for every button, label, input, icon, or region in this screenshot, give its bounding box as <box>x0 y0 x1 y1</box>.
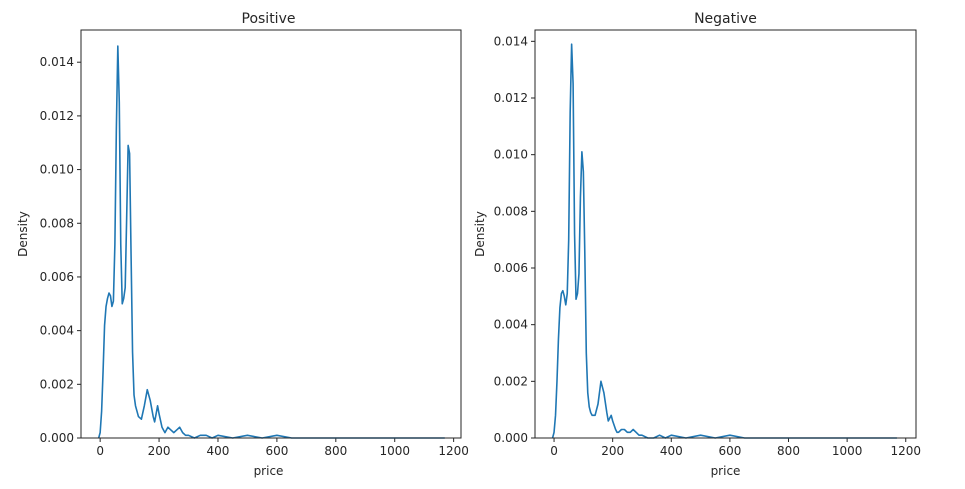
positive-y-tick-label: 0.004 <box>40 324 74 338</box>
positive-x-tick-label: 800 <box>324 444 347 458</box>
positive-x-tick-label: 200 <box>148 444 171 458</box>
negative-y-tick-label: 0.008 <box>494 204 528 218</box>
positive-y-tick-label: 0.010 <box>40 163 74 177</box>
negative-x-tick-label: 800 <box>777 444 800 458</box>
positive-chart-title: Positive <box>242 11 296 27</box>
negative-y-tick-label: 0.006 <box>494 261 528 275</box>
negative-x-tick-label: 1200 <box>890 444 921 458</box>
negative-density-line <box>551 43 897 439</box>
positive-axes-frame <box>80 29 462 439</box>
positive-density-panel: Positive 0 200 400 600 800 1000 1200 0.000 0.002… <box>16 11 469 478</box>
negative-axes-frame <box>534 29 917 439</box>
negative-x-tick-label: 400 <box>660 444 683 458</box>
negative-x-axis-label: price <box>711 464 741 478</box>
positive-y-tick-label: 0.012 <box>40 109 74 123</box>
negative-y-tick-label: 0.004 <box>494 318 528 332</box>
negative-x-tick-label: 1000 <box>832 444 863 458</box>
negative-y-axis-label: Density <box>473 211 487 257</box>
negative-x-tick-label: 0 <box>550 444 558 458</box>
negative-chart-title: Negative <box>694 11 757 27</box>
negative-y-tick-label: 0.014 <box>494 34 528 48</box>
negative-y-tick-label: 0.002 <box>494 374 528 388</box>
positive-y-tick-label: 0.014 <box>40 55 74 69</box>
positive-y-tick-label: 0.008 <box>40 216 74 230</box>
negative-y-tick-label: 0.012 <box>494 91 528 105</box>
negative-y-tick-label: 0.000 <box>494 431 528 445</box>
positive-y-tick-label: 0.002 <box>40 377 74 391</box>
positive-density-line <box>97 45 445 439</box>
positive-plot-area: 0 200 400 600 800 1000 1200 0.000 0.002 0.004 0.00… <box>40 45 469 458</box>
negative-density-panel: Negative 0 200 400 600 800 1000 1200 0.000 0.002… <box>473 11 921 478</box>
positive-y-axis-label: Density <box>16 211 30 257</box>
negative-plot-area: 0 200 400 600 800 1000 1200 0.000 0.002 0.004 0.00… <box>494 34 921 458</box>
positive-x-tick-label: 0 <box>96 444 104 458</box>
positive-x-tick-label: 400 <box>207 444 230 458</box>
positive-y-tick-label: 0.006 <box>40 270 74 284</box>
negative-x-tick-label: 200 <box>601 444 624 458</box>
negative-x-tick-label: 600 <box>718 444 741 458</box>
positive-y-tick-label: 0.000 <box>40 431 74 445</box>
positive-x-axis-label: price <box>254 464 284 478</box>
positive-x-tick-label: 600 <box>265 444 288 458</box>
negative-y-tick-label: 0.010 <box>494 148 528 162</box>
positive-x-tick-label: 1200 <box>438 444 469 458</box>
positive-x-tick-label: 1000 <box>379 444 410 458</box>
